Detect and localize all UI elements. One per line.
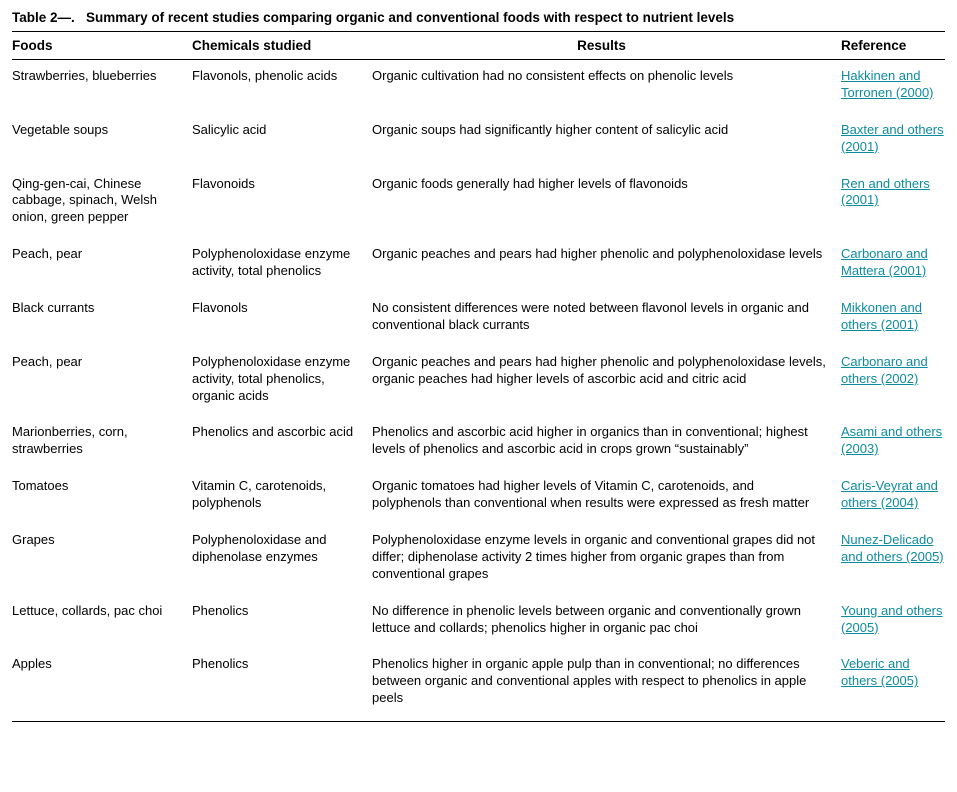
reference-link[interactable]: Asami and others (2003) — [841, 424, 942, 456]
col-header-reference: Reference — [835, 32, 945, 60]
col-header-results: Results — [372, 32, 835, 60]
col-header-chemicals: Chemicals studied — [192, 32, 372, 60]
page: Table 2—. Summary of recent studies comp… — [0, 0, 957, 742]
reference-link[interactable]: Carbonaro and others (2002) — [841, 354, 928, 386]
cell-reference: Mikkonen and others (2001) — [835, 294, 945, 348]
cell-foods: Lettuce, collards, pac choi — [12, 597, 192, 651]
reference-link[interactable]: Veberic and others (2005) — [841, 656, 918, 688]
cell-foods: Black currants — [12, 294, 192, 348]
cell-foods: Peach, pear — [12, 348, 192, 419]
reference-link[interactable]: Ren and others (2001) — [841, 176, 930, 208]
reference-link[interactable]: Baxter and others (2001) — [841, 122, 944, 154]
table-row: Vegetable soupsSalicylic acidOrganic sou… — [12, 116, 945, 170]
cell-results: Phenolics and ascorbic acid higher in or… — [372, 418, 835, 472]
cell-reference: Carbonaro and Mattera (2001) — [835, 240, 945, 294]
cell-reference: Ren and others (2001) — [835, 170, 945, 241]
reference-link[interactable]: Caris-Veyrat and others (2004) — [841, 478, 938, 510]
cell-foods: Peach, pear — [12, 240, 192, 294]
reference-link[interactable]: Young and others (2005) — [841, 603, 942, 635]
col-header-foods: Foods — [12, 32, 192, 60]
cell-foods: Marionberries, corn, strawberries — [12, 418, 192, 472]
cell-results: Organic tomatoes had higher levels of Vi… — [372, 472, 835, 526]
table-row: Peach, pearPolyphenoloxidase enzyme acti… — [12, 348, 945, 419]
cell-foods: Vegetable soups — [12, 116, 192, 170]
reference-link[interactable]: Carbonaro and Mattera (2001) — [841, 246, 928, 278]
cell-chemicals: Phenolics — [192, 650, 372, 721]
cell-reference: Hakkinen and Torronen (2000) — [835, 60, 945, 116]
cell-reference: Asami and others (2003) — [835, 418, 945, 472]
studies-table: Foods Chemicals studied Results Referenc… — [12, 31, 945, 722]
cell-foods: Tomatoes — [12, 472, 192, 526]
cell-reference: Nunez-Delicado and others (2005) — [835, 526, 945, 597]
cell-chemicals: Flavonols — [192, 294, 372, 348]
table-header-row: Foods Chemicals studied Results Referenc… — [12, 32, 945, 60]
cell-chemicals: Salicylic acid — [192, 116, 372, 170]
table-row: Marionberries, corn, strawberriesPhenoli… — [12, 418, 945, 472]
cell-results: Organic foods generally had higher level… — [372, 170, 835, 241]
table-row: GrapesPolyphenoloxidase and diphenolase … — [12, 526, 945, 597]
cell-results: Organic peaches and pears had higher phe… — [372, 240, 835, 294]
table-row: Peach, pearPolyphenoloxidase enzyme acti… — [12, 240, 945, 294]
table-row: ApplesPhenolicsPhenolics higher in organ… — [12, 650, 945, 721]
cell-reference: Carbonaro and others (2002) — [835, 348, 945, 419]
cell-results: No consistent differences were noted bet… — [372, 294, 835, 348]
cell-results: Organic soups had significantly higher c… — [372, 116, 835, 170]
table-body: Strawberries, blueberriesFlavonols, phen… — [12, 60, 945, 722]
cell-reference: Veberic and others (2005) — [835, 650, 945, 721]
table-row: Qing-gen-cai, Chinese cabbage, spinach, … — [12, 170, 945, 241]
cell-chemicals: Polyphenoloxidase enzyme activity, total… — [192, 348, 372, 419]
table-number: Table 2—. — [12, 10, 75, 25]
table-title-text: Summary of recent studies comparing orga… — [86, 10, 734, 25]
cell-foods: Strawberries, blueberries — [12, 60, 192, 116]
cell-chemicals: Polyphenoloxidase and diphenolase enzyme… — [192, 526, 372, 597]
cell-results: Phenolics higher in organic apple pulp t… — [372, 650, 835, 721]
cell-reference: Baxter and others (2001) — [835, 116, 945, 170]
reference-link[interactable]: Nunez-Delicado and others (2005) — [841, 532, 944, 564]
cell-results: Organic peaches and pears had higher phe… — [372, 348, 835, 419]
cell-reference: Young and others (2005) — [835, 597, 945, 651]
cell-chemicals: Polyphenoloxidase enzyme activity, total… — [192, 240, 372, 294]
cell-foods: Grapes — [12, 526, 192, 597]
cell-chemicals: Phenolics — [192, 597, 372, 651]
table-row: Strawberries, blueberriesFlavonols, phen… — [12, 60, 945, 116]
reference-link[interactable]: Mikkonen and others (2001) — [841, 300, 922, 332]
table-caption: Table 2—. Summary of recent studies comp… — [12, 10, 945, 25]
table-row: Lettuce, collards, pac choiPhenolicsNo d… — [12, 597, 945, 651]
cell-chemicals: Vitamin C, carotenoids, polyphenols — [192, 472, 372, 526]
cell-foods: Apples — [12, 650, 192, 721]
cell-chemicals: Flavonoids — [192, 170, 372, 241]
cell-chemicals: Flavonols, phenolic acids — [192, 60, 372, 116]
reference-link[interactable]: Hakkinen and Torronen (2000) — [841, 68, 934, 100]
cell-results: No difference in phenolic levels between… — [372, 597, 835, 651]
cell-foods: Qing-gen-cai, Chinese cabbage, spinach, … — [12, 170, 192, 241]
table-row: Black currantsFlavonolsNo consistent dif… — [12, 294, 945, 348]
cell-reference: Caris-Veyrat and others (2004) — [835, 472, 945, 526]
cell-results: Polyphenoloxidase enzyme levels in organ… — [372, 526, 835, 597]
cell-chemicals: Phenolics and ascorbic acid — [192, 418, 372, 472]
cell-results: Organic cultivation had no consistent ef… — [372, 60, 835, 116]
table-row: TomatoesVitamin C, carotenoids, polyphen… — [12, 472, 945, 526]
